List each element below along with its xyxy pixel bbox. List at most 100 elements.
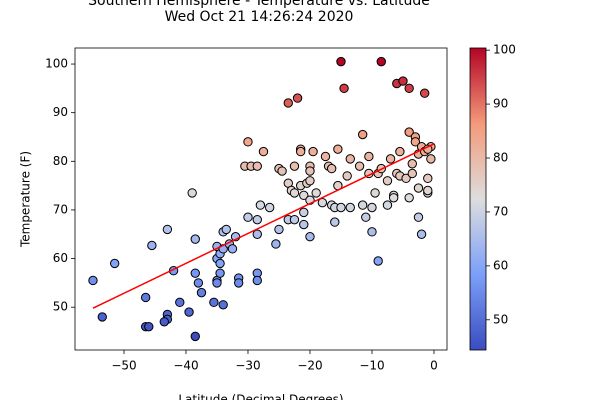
point — [317, 197, 328, 208]
point — [364, 151, 374, 162]
point — [345, 154, 355, 164]
point — [367, 202, 377, 213]
point — [175, 297, 185, 308]
point — [398, 76, 408, 86]
point — [311, 188, 321, 198]
point — [215, 258, 225, 269]
point — [336, 202, 346, 213]
point — [342, 171, 352, 181]
x-tick-label: −50 — [111, 359, 136, 373]
point — [299, 219, 309, 230]
y-axis-label: Temperature (F) — [19, 151, 33, 248]
chart-title: Southern Hemisphere - Temperature vs. La… — [88, 0, 430, 9]
point — [330, 217, 340, 227]
point — [159, 317, 169, 327]
colorbar-tick-label: 80 — [493, 151, 508, 165]
x-tick-label: −20 — [297, 359, 322, 373]
point — [218, 300, 228, 310]
point — [289, 188, 300, 198]
point — [357, 129, 368, 140]
point — [299, 207, 309, 218]
point — [345, 202, 355, 213]
point — [388, 193, 399, 203]
point — [305, 231, 315, 242]
point — [333, 144, 343, 154]
point — [196, 287, 207, 298]
point — [370, 188, 380, 198]
point — [252, 214, 262, 225]
point — [140, 292, 151, 303]
colorbar-tick-label: 70 — [493, 204, 508, 218]
point — [404, 127, 414, 137]
point — [410, 137, 421, 147]
point — [404, 83, 414, 94]
point — [274, 224, 284, 235]
point — [305, 166, 315, 176]
y-tick-label: 80 — [53, 154, 68, 168]
x-axis-label: Latitude (Decimal Degrees) — [178, 393, 343, 400]
point — [373, 256, 383, 266]
point — [292, 93, 303, 103]
point — [283, 98, 293, 108]
y-tick-label: 50 — [53, 300, 68, 314]
point — [271, 239, 281, 249]
point — [357, 200, 368, 210]
y-tick-label: 60 — [53, 251, 68, 265]
point — [382, 200, 393, 210]
y-tick-label: 90 — [53, 105, 68, 119]
point — [184, 307, 194, 317]
point — [190, 234, 200, 244]
point — [221, 224, 231, 235]
point — [212, 278, 222, 288]
point — [243, 137, 253, 147]
point — [413, 183, 424, 193]
point — [162, 224, 173, 235]
point — [407, 159, 417, 169]
point — [336, 56, 346, 67]
point — [423, 173, 433, 184]
point — [97, 312, 107, 322]
point — [361, 212, 371, 222]
point — [187, 188, 197, 198]
point — [404, 193, 414, 203]
colorbar-tick-label: 50 — [493, 312, 508, 326]
point — [320, 151, 331, 162]
point — [299, 190, 309, 201]
point — [308, 146, 318, 157]
point — [326, 163, 337, 174]
colorbar-tick-label: 60 — [493, 258, 508, 272]
point — [190, 331, 200, 342]
colorbar-tick-label: 90 — [493, 97, 508, 111]
point — [252, 161, 262, 171]
point — [416, 229, 427, 239]
point — [264, 202, 275, 213]
point — [193, 278, 204, 288]
point — [252, 229, 262, 239]
point — [376, 56, 386, 67]
point — [413, 212, 424, 222]
colorbar — [469, 47, 487, 351]
point — [209, 297, 219, 308]
point — [295, 146, 306, 157]
x-tick-label: 0 — [430, 359, 438, 373]
point — [339, 83, 349, 94]
x-tick-label: −40 — [173, 359, 198, 373]
point — [419, 88, 430, 98]
plot-frame — [74, 47, 448, 351]
point — [109, 258, 120, 269]
point — [426, 154, 436, 164]
point — [305, 176, 315, 186]
x-tick-label: −10 — [359, 359, 384, 373]
point — [277, 166, 287, 176]
point — [401, 173, 411, 184]
point — [233, 278, 244, 288]
point — [147, 240, 157, 251]
point — [382, 176, 393, 186]
point — [354, 161, 365, 171]
chart-subtitle: Wed Oct 21 14:26:24 2020 — [165, 9, 354, 25]
y-tick-label: 70 — [53, 202, 68, 216]
point — [215, 268, 225, 278]
point — [252, 275, 262, 286]
point — [243, 212, 253, 222]
